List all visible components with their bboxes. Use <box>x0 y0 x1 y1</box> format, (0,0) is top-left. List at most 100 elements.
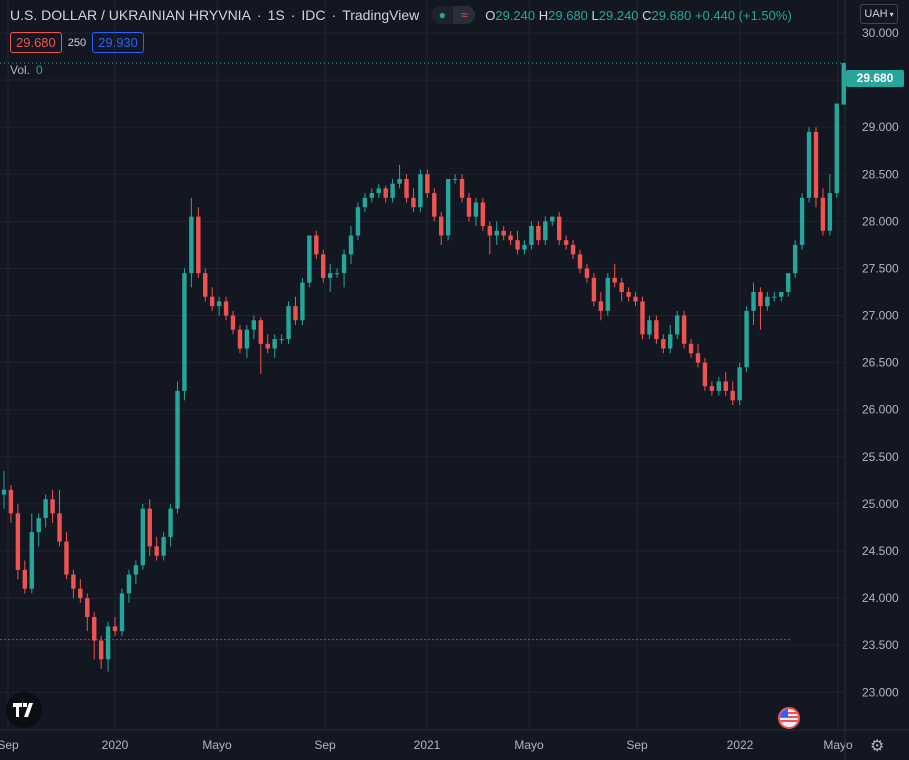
candle-body-down <box>570 244 576 255</box>
candle-body-down <box>203 273 208 297</box>
candle-body-down <box>466 197 472 217</box>
candle-body-up <box>216 301 222 307</box>
candle-body-down <box>154 546 159 556</box>
candle-body-up <box>189 216 194 274</box>
candle-body-down <box>730 390 735 401</box>
interval-label[interactable]: 1S <box>267 7 285 23</box>
candle-body-down <box>633 296 638 302</box>
separator-dot: · <box>290 7 296 23</box>
candle-body-up <box>716 381 722 391</box>
candle-body-down <box>112 626 118 632</box>
candle-body-up <box>168 508 173 537</box>
candle-body-up <box>668 334 673 349</box>
y-tick-label: 28.500 <box>862 167 899 181</box>
y-tick-label: 26.000 <box>862 403 899 417</box>
candle-body-up <box>29 532 34 589</box>
candle-body-down <box>404 178 409 198</box>
x-tick-label: 2021 <box>414 738 441 752</box>
low-value: 29.240 <box>598 7 639 23</box>
candle-body-down <box>459 178 465 198</box>
last-price-tag: 29.680 <box>846 70 904 87</box>
volume-value: 0 <box>36 63 43 77</box>
volume-label[interactable]: Vol. <box>10 63 31 77</box>
candle-body-up <box>119 593 125 632</box>
candle-body-down <box>709 386 715 391</box>
symbol-name[interactable]: U.S. DOLLAR / UKRAINIAN HRYVNIA <box>10 7 251 23</box>
candle-body-up <box>327 273 333 278</box>
candle-body-down <box>591 277 597 302</box>
platform-label: TradingView <box>342 7 420 23</box>
candle-body-down <box>314 235 319 255</box>
candle-body-down <box>654 320 659 340</box>
y-tick-label: 24.500 <box>862 544 899 558</box>
y-tick-label: 29.000 <box>862 120 899 134</box>
candle-body-up <box>300 282 305 321</box>
close-label: C <box>642 7 652 23</box>
candle-body-up <box>674 315 680 335</box>
candle-body-up <box>834 103 839 194</box>
tradingview-logo-icon[interactable] <box>6 692 42 728</box>
market-open-icon: ● <box>431 6 454 24</box>
candle-body-up <box>307 235 312 283</box>
candle-body-down <box>71 574 76 589</box>
candle-body-down <box>265 343 270 349</box>
data-delay-icon: ≈ <box>453 6 476 24</box>
candle-body-up <box>806 131 812 198</box>
candle-body-down <box>64 541 69 575</box>
candle-body-down <box>702 362 708 387</box>
candle-body-up <box>126 574 132 594</box>
candle-body-up <box>418 174 423 208</box>
candle-body-up <box>494 230 499 236</box>
chevron-down-icon: ▾ <box>889 9 894 19</box>
settings-gear-icon[interactable]: ⚙ <box>870 738 885 755</box>
bid-button[interactable]: 29.680 <box>10 32 62 53</box>
currency-selector[interactable]: UAH ▾ <box>860 4 898 24</box>
candle-body-down <box>508 235 513 241</box>
candle-body-up <box>772 296 777 298</box>
candle-body-down <box>688 343 694 354</box>
candle-body-down <box>15 513 21 570</box>
candle-body-up <box>751 292 756 311</box>
separator-dot: · <box>331 7 337 23</box>
candle-body-down <box>813 131 819 198</box>
x-tick-label: Sep <box>0 738 19 752</box>
ask-button[interactable]: 29.930 <box>92 32 144 53</box>
x-tick-label: Mayo <box>202 738 232 752</box>
x-tick-label: Mayo <box>514 738 544 752</box>
y-tick-label: 30.000 <box>862 26 899 40</box>
candle-body-up <box>737 367 742 401</box>
candle-body-down <box>515 240 520 250</box>
y-tick-label: 27.500 <box>862 261 899 275</box>
candle-body-up <box>841 63 846 105</box>
candle-body-up <box>452 178 458 180</box>
candle-body-down <box>723 381 728 391</box>
candle-body-up <box>105 626 111 660</box>
candle-body-up <box>376 188 381 194</box>
y-tick-label: 25.500 <box>862 450 899 464</box>
candle-body-down <box>293 306 298 321</box>
candle-body-up <box>792 244 798 274</box>
candle-body-down <box>237 329 243 349</box>
y-tick-label: 25.000 <box>862 497 899 511</box>
us-flag-icon[interactable] <box>778 707 800 729</box>
candle-body-up <box>140 508 145 566</box>
candle-body-down <box>321 254 326 278</box>
candle-body-up <box>473 202 479 217</box>
candle-body-down <box>661 339 666 349</box>
candle-body-up <box>529 226 534 245</box>
candle-body-up <box>341 254 347 274</box>
candle-body-down <box>411 197 416 208</box>
candle-body-down <box>98 640 104 660</box>
candle-body-up <box>244 329 250 349</box>
market-status-pill[interactable]: ● ≈ <box>431 6 476 24</box>
candle-body-up <box>348 235 354 255</box>
candle-body-up <box>550 216 555 222</box>
candle-body-up <box>182 273 187 391</box>
open-value: 29.240 <box>495 7 536 23</box>
candle-body-down <box>8 489 14 514</box>
candle-body-down <box>681 315 687 344</box>
tradingview-logo-glyph <box>13 703 33 717</box>
candle-body-down <box>536 226 541 241</box>
candle-body-down <box>85 598 90 617</box>
